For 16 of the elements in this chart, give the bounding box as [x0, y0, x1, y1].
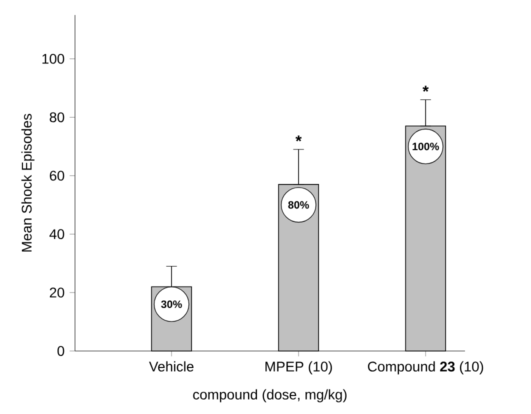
x-axis-title: compound (dose, mg/kg) — [193, 389, 347, 402]
y-axis-title: Mean Shock Episodes — [21, 114, 34, 252]
y-tick-label: 20 — [50, 288, 64, 298]
y-tick-label: 100 — [42, 54, 64, 64]
y-tick-label: 80 — [50, 112, 64, 122]
annotation: 100% — [412, 142, 439, 150]
y-tick-label: 60 — [50, 170, 64, 181]
annotation: 80% — [288, 201, 309, 209]
annotation: * — [296, 135, 302, 142]
annotation: * — [422, 86, 429, 92]
x-tick-label: Vehicle — [149, 361, 194, 372]
x-tick-label: MPEP (10) — [266, 361, 332, 374]
y-tick-label: 0 — [57, 346, 64, 356]
annotation: 30% — [161, 300, 182, 308]
y-tick-label: 40 — [49, 229, 64, 240]
x-tick-label: Compound 23 (10) — [368, 361, 484, 374]
